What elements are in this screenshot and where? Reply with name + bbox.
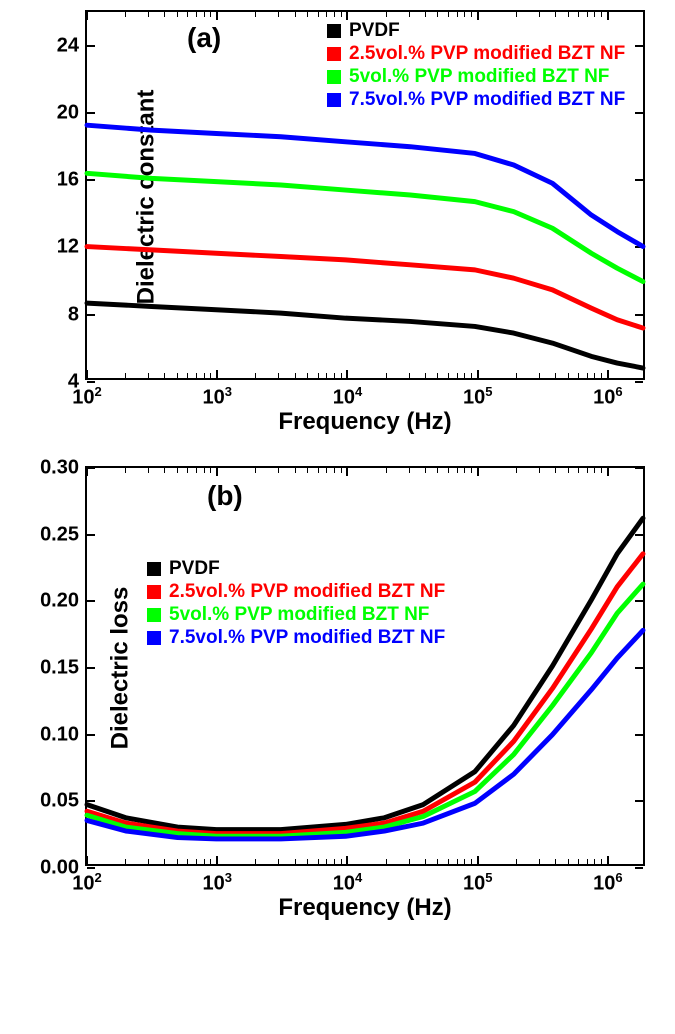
legend-marker (327, 24, 341, 38)
chartB-legend: PVDF2.5vol.% PVP modified BZT NF5vol.% P… (147, 558, 445, 650)
chartA-series-1 (87, 247, 643, 329)
legend-label: 5vol.% PVP modified BZT NF (169, 604, 429, 626)
chartA-legend: PVDF2.5vol.% PVP modified BZT NF5vol.% P… (327, 20, 625, 112)
xtick-label: 105 (463, 864, 492, 896)
chartB-xlabel: Frequency (Hz) (85, 894, 645, 922)
ytick-label: 0.30 (40, 457, 87, 480)
chartB-curves (87, 468, 643, 864)
ytick-label: 8 (68, 303, 87, 326)
ytick-label: 16 (57, 169, 87, 192)
ytick-label: 20 (57, 101, 87, 124)
legend-label: PVDF (169, 558, 220, 580)
ytick-label: 0.10 (40, 723, 87, 746)
legend-label: 7.5vol.% PVP modified BZT NF (349, 89, 625, 111)
ytick-label: 24 (57, 34, 87, 57)
legend-marker (147, 608, 161, 622)
legend-row: PVDF (327, 20, 625, 42)
legend-label: 2.5vol.% PVP modified BZT NF (169, 581, 445, 603)
ytick-label: 12 (57, 236, 87, 259)
chartA-series-3 (87, 125, 643, 246)
legend-row: 2.5vol.% PVP modified BZT NF (327, 43, 625, 65)
legend-marker (147, 631, 161, 645)
chartA-container: Dielectric constant481216202410210310410… (10, 10, 665, 436)
xtick-label: 106 (593, 864, 622, 896)
legend-row: 7.5vol.% PVP modified BZT NF (147, 627, 445, 649)
legend-row: 5vol.% PVP modified BZT NF (327, 66, 625, 88)
legend-row: PVDF (147, 558, 445, 580)
xtick-label: 104 (333, 864, 362, 896)
legend-label: 2.5vol.% PVP modified BZT NF (349, 43, 625, 65)
chartB-panel-label: (b) (207, 480, 243, 512)
legend-label: 5vol.% PVP modified BZT NF (349, 66, 609, 88)
chartB-container: Dielectric loss0.000.050.100.150.200.250… (10, 466, 665, 922)
ytick-label: 0.20 (40, 590, 87, 613)
ytick-label: 0.25 (40, 523, 87, 546)
legend-marker (327, 47, 341, 61)
chartA-plot-area: Dielectric constant481216202410210310410… (85, 10, 645, 380)
ytick (635, 867, 643, 869)
xtick-label: 103 (202, 864, 231, 896)
chartA-panel-label: (a) (187, 22, 221, 54)
legend-label: 7.5vol.% PVP modified BZT NF (169, 627, 445, 649)
xtick-label: 105 (463, 378, 492, 410)
chartA-series-0 (87, 303, 643, 368)
ytick-label: 0.05 (40, 790, 87, 813)
legend-row: 7.5vol.% PVP modified BZT NF (327, 89, 625, 111)
xtick-label: 106 (593, 378, 622, 410)
chartA-xlabel: Frequency (Hz) (85, 408, 645, 436)
ytick (635, 381, 643, 383)
xtick-label: 104 (333, 378, 362, 410)
legend-marker (327, 93, 341, 107)
legend-row: 2.5vol.% PVP modified BZT NF (147, 581, 445, 603)
xtick-label: 103 (202, 378, 231, 410)
legend-row: 5vol.% PVP modified BZT NF (147, 604, 445, 626)
chartB-plot-area: Dielectric loss0.000.050.100.150.200.250… (85, 466, 645, 866)
xtick-label: 102 (72, 864, 101, 896)
legend-label: PVDF (349, 20, 400, 42)
legend-marker (147, 585, 161, 599)
legend-marker (147, 562, 161, 576)
legend-marker (327, 70, 341, 84)
xtick-label: 102 (72, 378, 101, 410)
ytick-label: 0.15 (40, 657, 87, 680)
chartB-series-3 (87, 630, 643, 839)
